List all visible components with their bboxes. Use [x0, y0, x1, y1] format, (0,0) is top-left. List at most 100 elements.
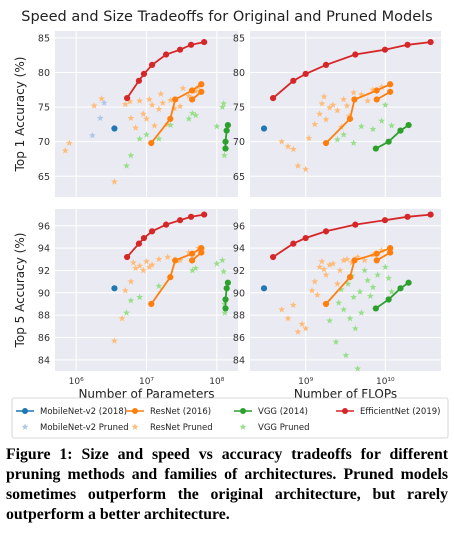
series-point [187, 41, 195, 48]
pruned-point [320, 265, 328, 273]
pruned-point [302, 165, 310, 173]
pruned-point [322, 271, 330, 278]
pruned-point [179, 84, 187, 92]
y-tick-label: 80 [38, 68, 50, 79]
series-point [172, 96, 179, 103]
pruned-point [340, 131, 348, 138]
series-point [346, 115, 354, 122]
legend-marker [131, 423, 139, 430]
pruned-point [345, 112, 353, 119]
legend-marker [240, 408, 246, 414]
pruned-point [326, 261, 334, 268]
y-tick-label: 96 [38, 221, 50, 232]
figure-caption: Figure 1: Size and speed vs accuracy tra… [6, 446, 448, 523]
pruned-point [294, 328, 302, 335]
legend-marker [342, 408, 348, 414]
x-tick-label: 10⁷ [139, 377, 154, 387]
x-tick-label: 10¹⁰ [376, 377, 395, 387]
legend-marker [239, 423, 247, 430]
pruned-point [98, 95, 106, 102]
pruned-point [311, 278, 319, 285]
pruned-point [136, 97, 144, 104]
pruned-point [318, 100, 326, 107]
pruned-point [298, 320, 306, 327]
pruned-point [342, 351, 350, 359]
x-axis-label: Number of FLOPs [294, 387, 397, 401]
series-point [352, 51, 359, 58]
pruned-point [143, 115, 150, 122]
pruned-point [364, 97, 372, 104]
pruned-point [350, 293, 358, 301]
series-point [372, 145, 379, 152]
series-point [387, 81, 394, 88]
pruned-point [132, 264, 140, 272]
y-axis-label: Top 1 Accuracy (%) [13, 57, 27, 173]
legend-marker [132, 408, 138, 414]
legend-entry: ResNet (2016) [126, 407, 211, 417]
legend-label: VGG Pruned [258, 423, 310, 433]
pruned-point [220, 100, 228, 107]
pruned-point [305, 134, 313, 142]
y-tick-label: 85 [38, 33, 50, 44]
legend-entry: VGG (2014) [234, 407, 308, 417]
series-point [351, 257, 358, 264]
pruned-point [289, 145, 297, 153]
pruned-point [378, 117, 386, 124]
series-point [111, 285, 118, 292]
pruned-point [354, 253, 362, 260]
series-point [124, 94, 131, 102]
pruned-point [192, 87, 200, 95]
legend-label: MobileNet-v2 (2018) [40, 407, 127, 417]
y-tick-label: 94 [38, 244, 50, 255]
pruned-point [189, 109, 196, 117]
pruned-point [185, 248, 193, 256]
pruned-point [369, 283, 377, 291]
series-point [381, 217, 389, 224]
y-tick-label: 92 [233, 266, 245, 277]
series-point [188, 96, 196, 103]
legend-marker [21, 423, 29, 430]
series-point [198, 245, 205, 252]
pruned-point [333, 135, 341, 143]
pruned-point [337, 285, 345, 293]
series-point [148, 228, 156, 235]
series-point [222, 296, 229, 303]
series-point [224, 279, 232, 286]
pruned-point [167, 121, 175, 128]
series-point [111, 125, 118, 132]
pruned-point [65, 139, 73, 146]
pruned-point [123, 162, 130, 169]
pruned-point [278, 305, 286, 313]
y-tick-label: 94 [233, 244, 245, 255]
series-point [346, 274, 354, 281]
pruned-point [332, 338, 340, 345]
pruned-point [381, 263, 389, 271]
series-point [201, 211, 208, 218]
pruned-point [361, 266, 369, 274]
series-point [188, 250, 196, 257]
pruned-point [145, 95, 153, 103]
x-tick-label: 10⁶ [69, 377, 84, 387]
pruned-point [326, 317, 334, 324]
pruned-point [313, 291, 321, 298]
series-point [222, 305, 229, 312]
pruned-point [294, 162, 302, 169]
legend-entry: MobileNet-v2 Pruned [21, 423, 129, 433]
series-point [290, 77, 297, 84]
series-point [405, 279, 412, 286]
pruned-point [61, 147, 69, 154]
pruned-point [326, 104, 334, 111]
series-point [148, 300, 155, 308]
pruned-point [302, 324, 310, 332]
pruned-point [155, 105, 163, 113]
series-point [124, 253, 131, 261]
series-point [373, 250, 380, 257]
legend-label: ResNet Pruned [150, 423, 213, 433]
pruned-point [159, 99, 167, 106]
y-tick-label: 75 [38, 103, 50, 114]
series-point [167, 274, 174, 281]
pruned-point [167, 96, 175, 104]
pruned-point [340, 256, 348, 264]
series-line [375, 124, 410, 150]
